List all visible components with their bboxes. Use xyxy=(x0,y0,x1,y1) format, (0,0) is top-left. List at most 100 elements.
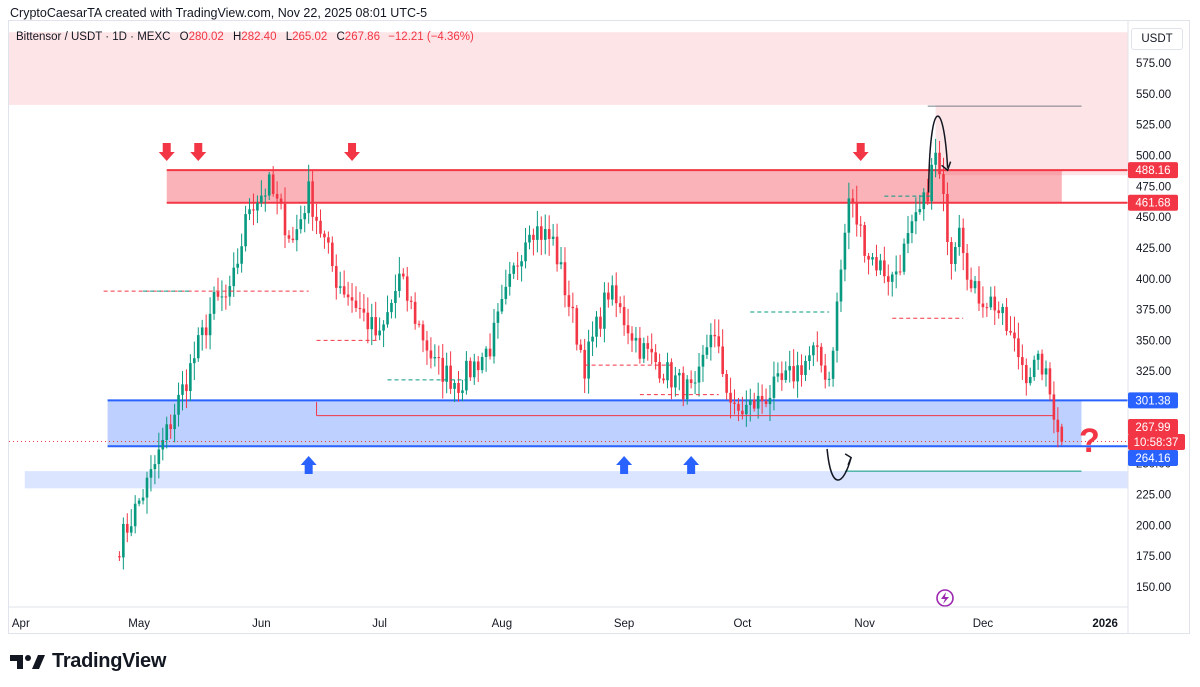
candle xyxy=(784,361,788,383)
candle-body xyxy=(610,285,614,300)
candle-body xyxy=(614,285,618,304)
candle-body xyxy=(394,290,397,303)
candle xyxy=(263,188,267,212)
candle xyxy=(693,371,697,395)
candle xyxy=(323,230,326,249)
price-tag: 264.16 xyxy=(1128,450,1178,466)
up-arrow-icon xyxy=(616,456,633,474)
candle-body xyxy=(173,414,176,430)
down-arrow-icon xyxy=(344,143,361,161)
candle-body xyxy=(792,366,795,382)
candle-body xyxy=(693,382,697,384)
candle-body xyxy=(543,229,547,240)
candle-body xyxy=(122,523,125,558)
candle xyxy=(571,292,575,323)
candle xyxy=(153,455,157,485)
candle xyxy=(559,246,563,270)
candle-body xyxy=(307,181,310,214)
candle-body xyxy=(571,306,575,309)
upper-red-band-2 xyxy=(9,60,1128,105)
candle-body xyxy=(216,291,220,297)
candle xyxy=(433,344,437,367)
candle-body xyxy=(421,324,425,341)
price-tag-bg xyxy=(1128,419,1178,435)
candle xyxy=(1052,381,1056,434)
candle xyxy=(449,351,452,394)
candle-body xyxy=(287,235,291,239)
candle xyxy=(528,225,531,250)
candle xyxy=(993,286,997,325)
candle-body xyxy=(950,242,953,264)
candle xyxy=(752,392,756,412)
candle xyxy=(1036,350,1040,370)
low-value: 265.02 xyxy=(292,31,328,43)
candle xyxy=(788,350,792,383)
candle xyxy=(212,286,216,320)
candle xyxy=(1021,344,1024,380)
candle-body xyxy=(177,394,180,415)
candle-body xyxy=(405,276,409,301)
candle xyxy=(173,403,176,443)
candle-body xyxy=(240,246,243,264)
close-key: C xyxy=(336,31,345,43)
candle xyxy=(587,329,590,394)
upper-red-band-3 xyxy=(935,104,1128,176)
candle-body xyxy=(575,308,579,345)
candle-body xyxy=(212,291,216,314)
candle-body xyxy=(607,292,610,300)
candle-body xyxy=(1028,377,1032,384)
candle xyxy=(603,282,606,343)
candle-body xyxy=(137,500,141,504)
candle xyxy=(429,337,433,369)
candle xyxy=(532,228,535,256)
candle-body xyxy=(563,262,567,296)
candle-body xyxy=(327,237,330,243)
y-tick-label: 175.00 xyxy=(1136,551,1171,563)
y-tick-label: 450.00 xyxy=(1136,212,1171,224)
candle-body xyxy=(267,174,271,196)
candle-body xyxy=(772,376,776,398)
candle-body xyxy=(346,294,350,298)
candle xyxy=(614,272,618,318)
candle xyxy=(441,344,445,399)
candle xyxy=(307,164,310,224)
top-sweep-curve xyxy=(927,115,949,193)
chart-frame xyxy=(8,20,1190,634)
candle-body xyxy=(291,238,295,241)
candle xyxy=(721,329,724,378)
candle xyxy=(950,237,953,280)
symbol-title[interactable]: Bittensor / USDT · 1D · MEXC xyxy=(16,31,171,43)
candle xyxy=(1056,407,1060,448)
candle-body xyxy=(843,232,847,270)
candle xyxy=(796,351,799,398)
lightning-icon xyxy=(936,589,954,607)
y-tick-label: 400.00 xyxy=(1136,274,1171,286)
candle xyxy=(256,195,259,224)
candle xyxy=(835,292,839,363)
candle xyxy=(508,261,512,296)
candle-body xyxy=(425,340,429,351)
candle-body xyxy=(118,556,121,558)
candle xyxy=(267,171,271,200)
candle xyxy=(398,257,401,298)
candle xyxy=(792,349,795,389)
candle xyxy=(165,416,169,449)
x-tick-label: Nov xyxy=(854,618,875,630)
tradingview-logo[interactable]: TradingView xyxy=(10,650,166,673)
candle xyxy=(622,295,626,336)
candle-body xyxy=(157,449,161,465)
candle xyxy=(129,509,133,537)
candle-body xyxy=(591,336,594,342)
candle xyxy=(189,354,192,401)
currency-button[interactable]: USDT xyxy=(1131,28,1183,50)
candle xyxy=(516,251,519,280)
candle-body xyxy=(402,273,405,277)
candle xyxy=(496,303,500,339)
candle xyxy=(362,294,366,322)
candle-body xyxy=(378,330,381,336)
lightning-bolt-icon xyxy=(941,592,949,604)
candle-body xyxy=(701,354,705,367)
candle xyxy=(1013,316,1016,352)
candle xyxy=(642,337,646,363)
